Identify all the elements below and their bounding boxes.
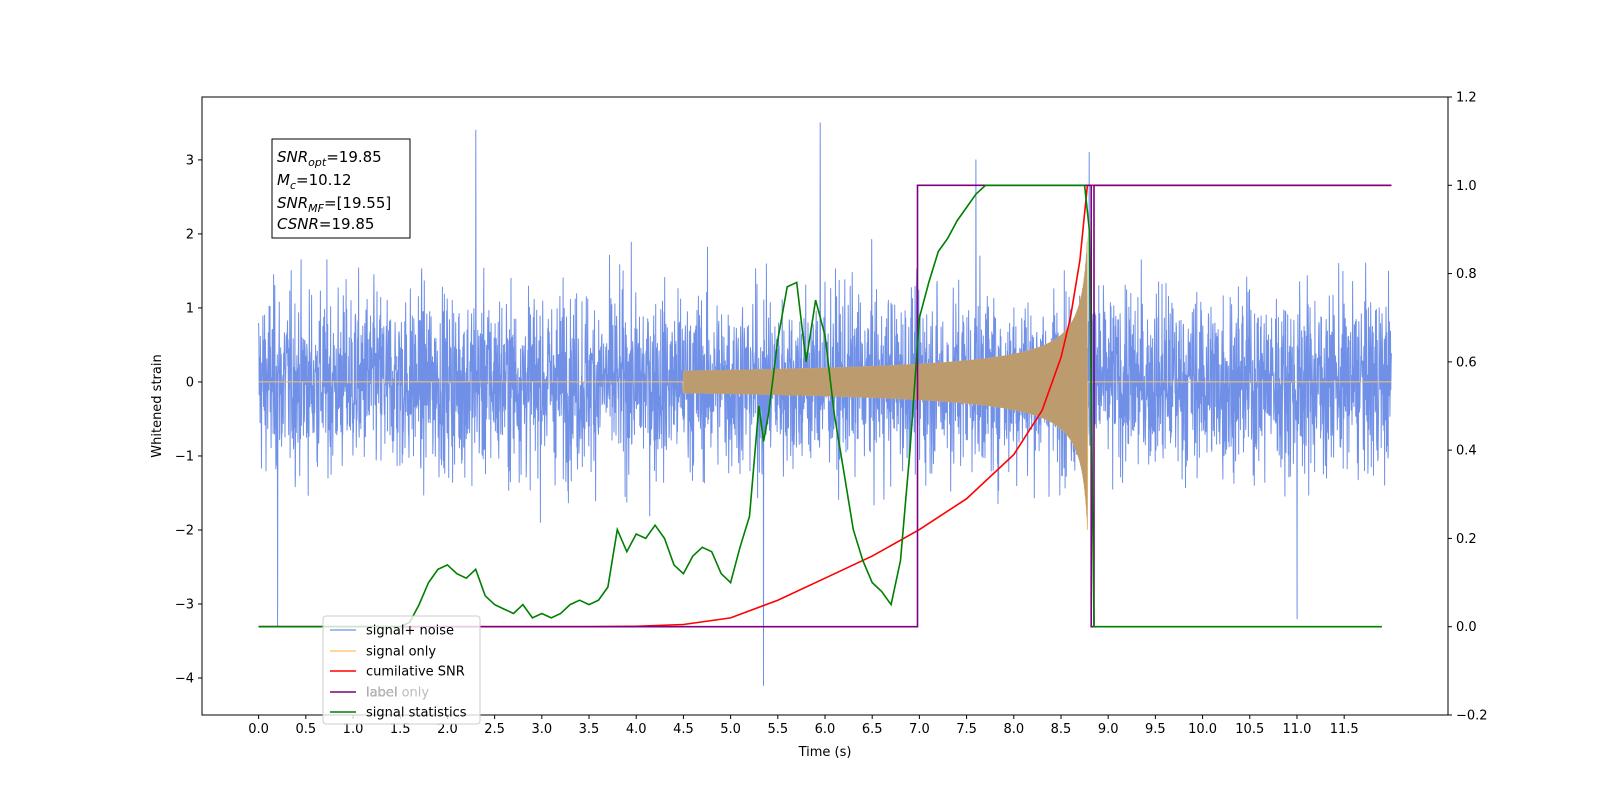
legend-signal-statistics-text: signal statistics [366,706,467,721]
annotation-snr-mf: SNRMF=[19.55] [277,194,391,215]
y2-tick-label: 1.0 [1456,179,1477,194]
y-tick-label: −3 [175,597,194,612]
x-tick-label: 8.0 [1003,722,1024,737]
x-tick-label: 9.0 [1098,722,1119,737]
stats-annotation-box: SNRopt=19.85 Mc=10.12 SNRMF=[19.55] CSNR… [271,138,411,239]
y2-tick-label: 0.2 [1456,532,1477,547]
x-tick-label: 3.5 [579,722,600,737]
x-tick-label: 3.0 [531,722,552,737]
x-tick-label: 1.5 [390,722,411,737]
series-layer [258,122,1392,686]
x-tick-label: 5.5 [767,722,788,737]
x-tick-label: 11.5 [1330,722,1359,737]
series-signal-statistics [258,184,1382,628]
x-tick-label: 6.0 [815,722,836,737]
annotation-frame [271,138,411,239]
x-tick-label: 0.0 [248,722,269,737]
x-tick-label: 10.0 [1188,722,1217,737]
y-tick-label: −2 [175,523,194,538]
x-tick-label: 10.5 [1235,722,1264,737]
x-tick-label: 2.5 [484,722,505,737]
series-cumulative-snr [258,184,1392,628]
legend-label-text: label [366,686,397,701]
legend: signal+ noise signal only cumilative SNR la… [322,615,481,725]
legend-label-only-text: label only [366,686,429,701]
y-axis-right: −0.2 0.0 0.2 0.4 0.6 0.8 1.0 1.2 [1448,91,1488,724]
x-tick-label: 9.5 [1145,722,1166,737]
x-tick-label: 1.0 [343,722,364,737]
y-tick-label: −4 [175,671,194,686]
x-tick-label: 8.5 [1051,722,1072,737]
y2-tick-label: 1.2 [1456,91,1477,106]
x-axis: 0.0 0.5 1.0 1.5 2.0 2.5 3.0 3.5 4.0 4.5 5.0 5.5 6.0 6… [248,715,1359,737]
x-tick-label: 11.0 [1282,722,1311,737]
x-tick-label: 4.0 [626,722,647,737]
y-axis-label: Whitened strain [150,354,165,457]
y-tick-label: 1 [186,301,194,316]
y2-tick-label: 0.8 [1456,267,1477,282]
legend-frame [322,615,481,725]
y-tick-label: 3 [186,153,194,168]
annotation-snr-opt: SNRopt=19.85 [277,148,382,169]
x-tick-label: 5.0 [720,722,741,737]
x-tick-label: 7.5 [956,722,977,737]
x-tick-label: 2.0 [437,722,458,737]
annotation-mc: Mc=10.12 [277,171,352,192]
x-axis-label: Time (s) [798,745,852,760]
series-signal-noise [258,122,1392,686]
y-tick-label: 2 [186,227,194,242]
x-tick-label: 0.5 [295,722,316,737]
x-tick-label: 7.0 [909,722,930,737]
y2-tick-label: −0.2 [1456,709,1488,724]
x-tick-label: 4.5 [673,722,694,737]
signal-envelope [683,233,1088,530]
x-tick-label: 6.5 [862,722,883,737]
y2-tick-label: 0.4 [1456,444,1477,459]
y2-tick-label: 0.0 [1456,620,1477,635]
legend-signal-noise-text: signal+ noise [366,624,454,639]
annotation-csnr: CSNR=19.85 [277,215,374,233]
legend-signal-only-text: signal only [366,645,436,660]
legend-cumulative-snr-text: cumilative SNR [366,665,465,680]
y2-tick-label: 0.6 [1456,355,1477,370]
y-tick-label: 0 [186,375,194,390]
y-axis-left: −4 −3 −2 −1 0 1 2 3 [175,153,202,686]
y-tick-label: −1 [175,449,194,464]
